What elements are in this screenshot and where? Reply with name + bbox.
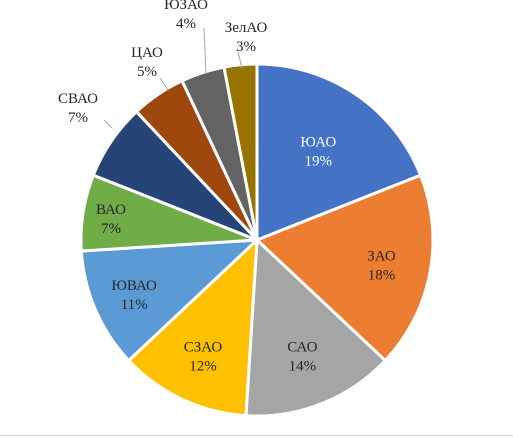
- slice-category-label: СЗАО: [184, 340, 223, 356]
- slice-category-label: ЦАО: [131, 45, 163, 61]
- slice-percent-label: 7%: [68, 110, 88, 126]
- slice-category-label: ЮАО: [300, 135, 336, 151]
- leader-lines: [103, 27, 243, 129]
- leader-line-10: [237, 51, 243, 69]
- pie-slice-10: [222, 62, 259, 242]
- pie-slice-2: [255, 173, 435, 362]
- leader-line-9: [203, 27, 207, 75]
- slice-category-label: ЗелАО: [225, 20, 268, 36]
- pie-slice-5: [79, 238, 259, 362]
- slice-category-label: ЮВАО: [111, 278, 157, 294]
- slice-category-label: ЗАО: [367, 249, 396, 265]
- slice-percent-label: 18%: [368, 268, 396, 284]
- slice-percent-label: 14%: [289, 359, 317, 375]
- slice-category-label: ЮЗАО: [164, 0, 208, 13]
- data-labels: ЮАО 19% ЗАО 18% САО 14% СЗАО 12% ЮВАО 11% ВАО 7% СВА…: [58, 0, 396, 375]
- pie-slice-1: [255, 62, 423, 242]
- slice-percent-label: 5%: [137, 64, 157, 80]
- slice-category-label: САО: [287, 340, 317, 356]
- leader-line-8: [159, 77, 169, 91]
- slice-percent-label: 3%: [236, 39, 256, 55]
- leader-line-7: [103, 119, 113, 129]
- slice-category-label: ВАО: [96, 202, 126, 218]
- pie-slice-4: [127, 238, 259, 418]
- slice-percent-label: 19%: [305, 154, 333, 170]
- slice-percent-label: 11%: [121, 297, 148, 313]
- pie-slices: [79, 62, 435, 418]
- pie-slice-3: [244, 238, 387, 418]
- slice-percent-label: 7%: [101, 221, 121, 237]
- slice-percent-label: 12%: [189, 359, 217, 375]
- slice-category-label: СВАО: [58, 91, 98, 107]
- slice-percent-label: 4%: [176, 16, 196, 32]
- bottom-divider: [0, 435, 513, 436]
